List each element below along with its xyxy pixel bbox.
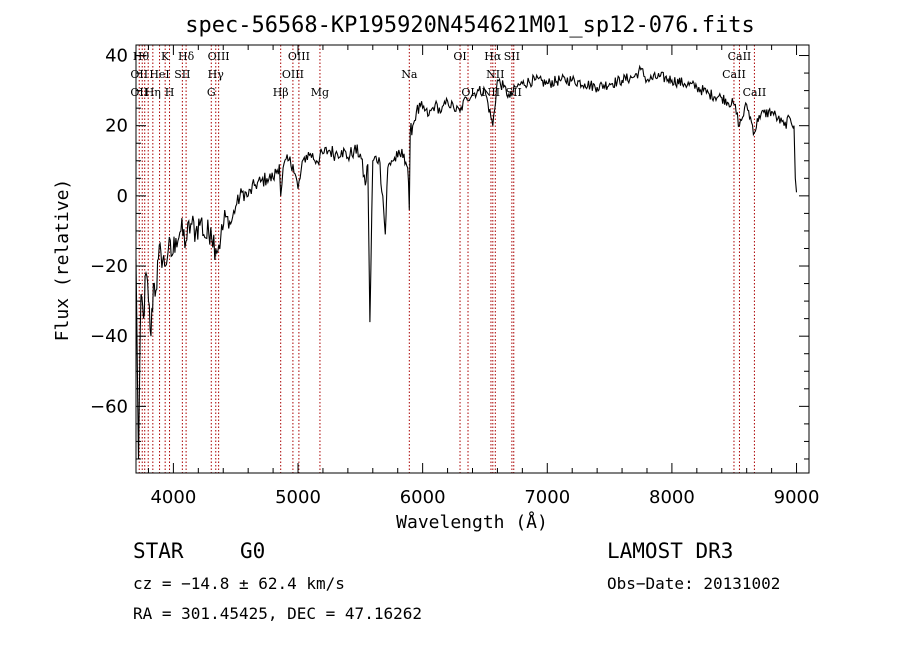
y-tick-label: −20 <box>90 256 128 277</box>
x-tick-label: 9000 <box>774 487 820 508</box>
x-tick-label: 7000 <box>524 487 570 508</box>
line-label: OI <box>453 50 466 63</box>
axis-ticks: 4000 5000 6000 7000 8000 9000 −60 −40 −20 0 20 40 <box>90 45 819 508</box>
object-class: STAR <box>133 539 184 563</box>
redshift-readout: cz = −14.8 ± 62.4 km/s <box>133 574 345 593</box>
line-label: Hθ <box>133 50 150 63</box>
plot-frame <box>135 44 810 474</box>
line-label: SII <box>504 50 520 63</box>
y-tick-label: −40 <box>90 326 128 347</box>
y-tick-label: −60 <box>90 396 128 417</box>
line-label: OIII <box>208 50 230 63</box>
line-label: Hβ <box>273 86 289 99</box>
x-axis-label: Wavelength (Å) <box>396 511 548 533</box>
line-label: H <box>165 86 175 99</box>
spectrum-line <box>135 64 798 460</box>
line-label: SII <box>174 68 190 81</box>
line-label: CaII <box>722 68 746 81</box>
line-label: Mg <box>311 86 329 99</box>
line-label: Hδ <box>178 50 195 63</box>
x-tick-label: 4000 <box>150 487 196 508</box>
line-label: HeI <box>149 68 169 81</box>
y-tick-label: 20 <box>105 116 128 137</box>
line-label: NII <box>486 68 504 81</box>
spectral-subclass: G0 <box>240 539 265 563</box>
line-label: OI <box>461 86 474 99</box>
line-label: K <box>161 50 170 63</box>
coordinates: RA = 301.45425, DEC = 47.16262 <box>133 604 422 623</box>
line-label: OII <box>130 68 148 81</box>
line-label: Hη <box>145 86 161 99</box>
line-label: CaII <box>728 50 752 63</box>
obs-date: Obs−Date: 20131002 <box>607 574 780 593</box>
chart-title: spec-56568-KP195920N454621M01_sp12-076.f… <box>185 13 755 38</box>
emission-line-labels: Hθ OII OII K HeI Hη Hδ SII H OIII Hγ G OIII OIII Hβ Mg N… <box>130 50 766 99</box>
line-label: Hγ <box>208 68 225 81</box>
survey-name: LAMOST DR3 <box>607 539 733 563</box>
y-axis-label: Flux (relative) <box>52 179 73 342</box>
line-label: OIII <box>288 50 310 63</box>
line-label: OII <box>130 86 148 99</box>
line-label: G <box>207 86 216 99</box>
x-tick-label: 6000 <box>400 487 446 508</box>
line-label: Na <box>401 68 418 81</box>
y-tick-label: 0 <box>117 186 128 207</box>
line-label: CaII <box>743 86 767 99</box>
x-tick-label: 5000 <box>275 487 321 508</box>
y-tick-label: 40 <box>105 46 128 67</box>
line-label: Hα <box>484 50 502 63</box>
line-label: OIII <box>282 68 304 81</box>
x-tick-label: 8000 <box>649 487 695 508</box>
emission-line-markers <box>138 45 755 473</box>
